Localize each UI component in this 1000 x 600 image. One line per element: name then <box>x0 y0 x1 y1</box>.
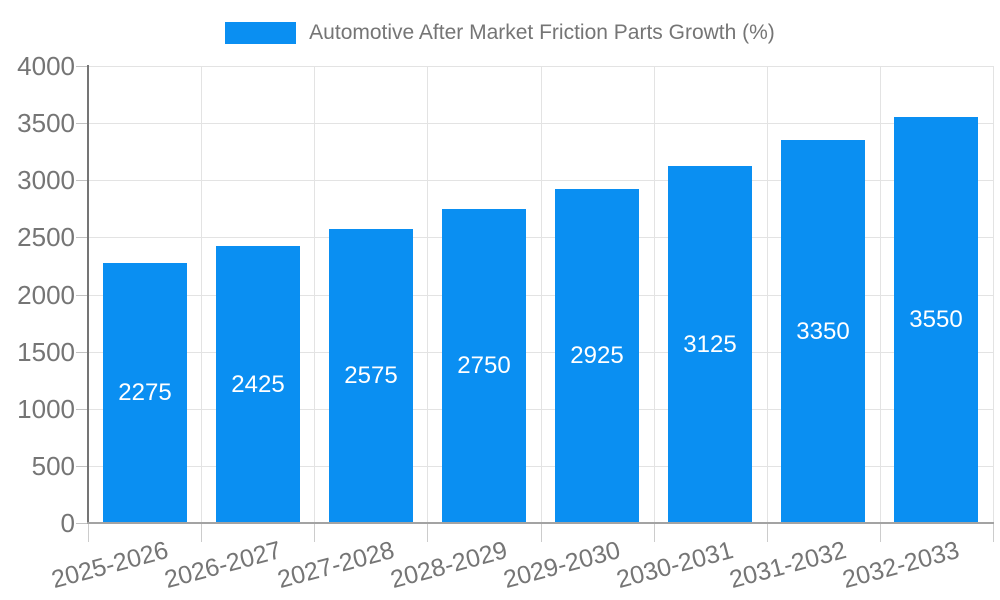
h-gridline <box>88 295 993 296</box>
h-gridline <box>88 237 993 238</box>
x-tick <box>541 524 542 542</box>
x-tick <box>314 524 315 542</box>
v-gridline <box>767 66 768 523</box>
y-axis-label: 2000 <box>17 280 75 310</box>
v-gridline <box>880 66 881 523</box>
legend: Automotive After Market Friction Parts G… <box>0 22 1000 44</box>
bar-value-label: 2575 <box>344 362 398 389</box>
x-tick <box>427 524 428 542</box>
bar-value-label: 3125 <box>683 330 737 358</box>
legend-item[interactable]: Automotive After Market Friction Parts G… <box>225 22 775 44</box>
bar[interactable]: 2275 <box>103 263 187 523</box>
h-gridline <box>88 66 993 67</box>
legend-swatch-icon <box>225 22 297 44</box>
bar[interactable]: 2425 <box>216 246 300 523</box>
x-tick <box>767 524 768 542</box>
y-axis-label: 500 <box>31 451 75 481</box>
h-gridline <box>88 466 993 467</box>
x-axis-label: 2026-2027 <box>161 536 285 595</box>
v-gridline <box>654 66 655 523</box>
x-axis-label: 2029-2030 <box>500 536 624 595</box>
bar[interactable]: 3550 <box>894 117 978 523</box>
bar[interactable]: 2575 <box>329 229 413 523</box>
x-axis-label: 2032-2033 <box>839 536 963 595</box>
y-axis-label: 2500 <box>17 222 75 252</box>
x-tick <box>88 524 89 542</box>
y-tick <box>76 352 88 353</box>
bar[interactable]: 3125 <box>668 166 752 523</box>
y-tick <box>76 66 88 67</box>
y-axis-label: 4000 <box>17 51 75 81</box>
y-axis-label: 3000 <box>17 165 75 195</box>
h-gridline <box>88 409 993 410</box>
v-gridline <box>541 66 542 523</box>
x-axis-label: 2027-2028 <box>274 536 398 595</box>
legend-label: Automotive After Market Friction Parts G… <box>309 21 775 44</box>
y-axis-label: 1000 <box>17 394 75 424</box>
y-axis-label: 1500 <box>17 337 75 367</box>
v-gridline <box>314 66 315 523</box>
bar-value-label: 3350 <box>796 317 850 345</box>
v-gridline <box>201 66 202 523</box>
x-axis-label: 2031-2032 <box>726 536 850 595</box>
y-tick <box>76 466 88 467</box>
y-axis-label: 3500 <box>17 108 75 138</box>
x-tick <box>654 524 655 542</box>
x-tick <box>993 524 994 542</box>
bar-value-label: 2425 <box>231 370 285 398</box>
y-tick <box>76 180 88 181</box>
x-axis-label: 2030-2031 <box>613 536 737 595</box>
h-gridline <box>88 123 993 124</box>
x-tick <box>880 524 881 542</box>
y-axis-line <box>87 65 89 524</box>
x-tick <box>201 524 202 542</box>
x-axis-line <box>87 522 994 524</box>
bar[interactable]: 3350 <box>781 140 865 523</box>
y-tick <box>76 237 88 238</box>
x-axis-label: 2028-2029 <box>387 536 511 595</box>
bar-value-label: 2275 <box>118 379 172 406</box>
y-tick <box>76 523 88 524</box>
v-gridline <box>993 66 994 523</box>
bar[interactable]: 2925 <box>555 189 639 523</box>
h-gridline <box>88 352 993 353</box>
y-tick <box>76 123 88 124</box>
h-gridline <box>88 180 993 181</box>
y-tick <box>76 409 88 410</box>
bar-value-label: 3550 <box>909 306 963 333</box>
y-axis-label: 0 <box>60 508 75 538</box>
v-gridline <box>427 66 428 523</box>
y-tick <box>76 295 88 296</box>
bar-value-label: 2925 <box>570 342 624 369</box>
bar[interactable]: 2750 <box>442 209 526 523</box>
x-axis-label: 2025-2026 <box>48 536 172 595</box>
bar-value-label: 2750 <box>457 352 511 379</box>
